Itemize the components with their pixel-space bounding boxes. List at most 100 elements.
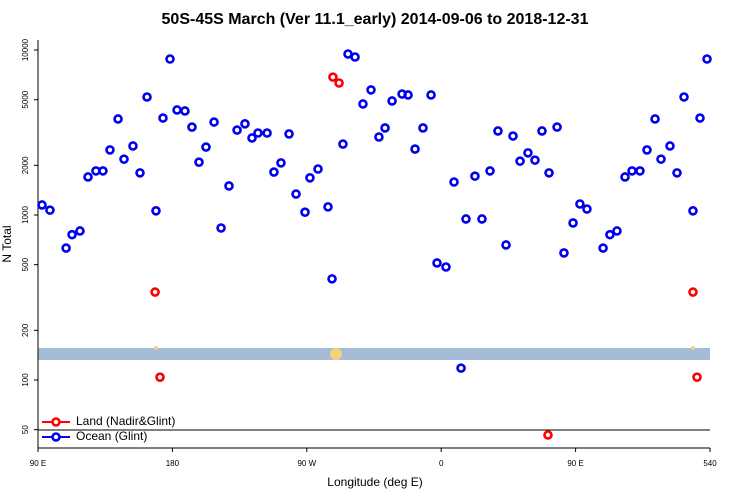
point (605, 229, 615, 240)
point (224, 181, 234, 191)
point (262, 128, 272, 138)
point (537, 126, 547, 136)
point (135, 168, 145, 178)
point (688, 287, 698, 297)
point (327, 274, 337, 284)
point (366, 85, 376, 95)
point (119, 154, 129, 164)
legend-marker (51, 432, 61, 442)
point (276, 158, 286, 168)
point (650, 114, 660, 124)
point (374, 132, 384, 142)
point (501, 240, 511, 250)
point (328, 72, 338, 82)
y-tick-label: 1000 (21, 206, 30, 224)
point (334, 78, 344, 88)
point (216, 223, 226, 233)
point (165, 54, 175, 64)
point (75, 226, 85, 236)
y-tick-label: 200 (21, 323, 30, 337)
point (620, 172, 630, 182)
point (642, 145, 652, 155)
x-axis-label: Longitude (deg E) (327, 475, 422, 489)
legend-label: Ocean (Glint) (76, 429, 147, 443)
point (598, 243, 608, 253)
point (461, 214, 471, 224)
point (387, 96, 397, 106)
point (113, 114, 123, 124)
point (485, 166, 495, 176)
point (403, 90, 413, 100)
point (515, 156, 525, 166)
band-marker (330, 348, 342, 360)
legend-marker (51, 417, 61, 427)
y-tick-label: 10000 (21, 38, 30, 61)
point (432, 258, 442, 268)
point (418, 123, 428, 133)
point (688, 206, 698, 216)
point (627, 166, 637, 176)
point (544, 168, 554, 178)
coverage-band (38, 348, 710, 360)
point (426, 90, 436, 100)
point (269, 167, 279, 177)
point (612, 226, 622, 236)
point (232, 125, 242, 135)
point (530, 155, 540, 165)
x-tick-label: 540 (703, 459, 717, 468)
band-marker (691, 346, 695, 350)
point (201, 142, 211, 152)
x-tick-label: 90 E (567, 459, 583, 468)
y-axis-label: N Total (0, 225, 14, 262)
point (61, 243, 71, 253)
point (692, 372, 702, 382)
y-tick-label: 100 (21, 373, 30, 387)
legend-label: Land (Nadir&Glint) (76, 414, 175, 428)
point (380, 123, 390, 133)
point (493, 126, 503, 136)
point (350, 52, 360, 62)
point (441, 262, 451, 272)
point (477, 214, 487, 224)
point (155, 372, 165, 382)
point (37, 200, 47, 210)
point (410, 144, 420, 154)
point (338, 139, 348, 149)
point (456, 363, 466, 373)
point (128, 141, 138, 151)
point (635, 166, 645, 176)
point (172, 105, 182, 115)
point (449, 177, 459, 187)
point (523, 148, 533, 158)
point (313, 164, 323, 174)
point (358, 99, 368, 109)
y-tick-label: 500 (21, 257, 30, 271)
point (247, 133, 257, 143)
x-tick-label: 0 (439, 459, 444, 468)
y-tick-label: 50 (21, 425, 30, 434)
x-tick-label: 90 E (30, 459, 46, 468)
point (45, 205, 55, 215)
point (142, 92, 152, 102)
point (105, 145, 115, 155)
point (543, 430, 553, 440)
point (470, 171, 480, 181)
point (150, 287, 160, 297)
point (187, 122, 197, 132)
point (568, 218, 578, 228)
point (209, 117, 219, 127)
point (284, 129, 294, 139)
y-tick-label: 2000 (21, 156, 30, 174)
point (575, 199, 585, 209)
point (559, 248, 569, 258)
point (240, 119, 250, 129)
x-tick-label: 90 W (297, 459, 316, 468)
x-tick-label: 180 (166, 459, 180, 468)
point (300, 207, 310, 217)
point (656, 154, 666, 164)
point (305, 173, 315, 183)
band-marker (154, 346, 158, 350)
point (253, 128, 263, 138)
point (672, 168, 682, 178)
